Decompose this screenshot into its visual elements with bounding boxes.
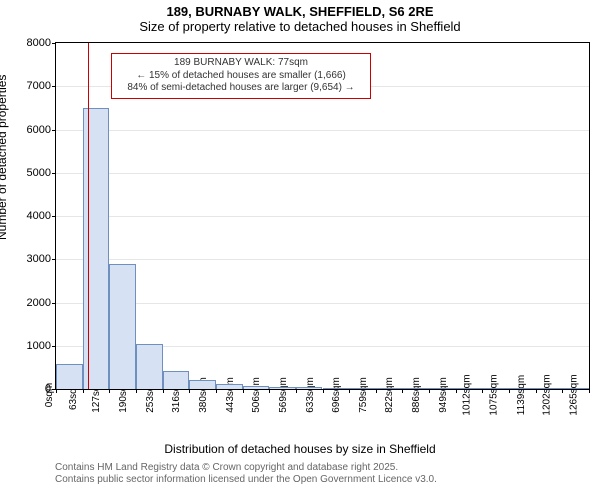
xtick-mark [269,389,270,393]
ytick-mark [52,346,56,347]
histogram-bar [376,388,403,389]
ytick-mark [52,216,56,217]
xtick-mark [83,389,84,393]
histogram-bar [56,364,83,389]
xtick-mark [482,389,483,393]
histogram-bar [216,384,243,389]
xtick-label: 949sqm [438,377,449,413]
annotation-line3: 84% of semi-detached houses are larger (… [116,82,366,95]
footnote: Contains HM Land Registry data © Crown c… [55,462,437,486]
histogram-bar [402,388,429,389]
xtick-label: 633sqm [305,377,316,413]
grid-line [56,130,589,131]
annotation-line1: 189 BURNABY WALK: 77sqm [116,57,366,70]
xtick-mark [136,389,137,393]
xtick-label: 1012sqm [462,374,473,415]
footnote-line1: Contains HM Land Registry data © Crown c… [55,462,437,474]
annotation-line2: ← 15% of detached houses are smaller (1,… [116,70,366,83]
xtick-label: 1202sqm [542,374,553,415]
xtick-mark [56,389,57,393]
ytick-mark [52,130,56,131]
property-marker-line [88,43,89,389]
histogram-bar [243,386,270,389]
xtick-mark [163,389,164,393]
xtick-mark [429,389,430,393]
ytick-label: 6000 [27,124,51,136]
xtick-label: 1265sqm [568,374,579,415]
ytick-label: 8000 [27,37,51,49]
histogram-bar [136,344,163,389]
ytick-mark [52,86,56,87]
xtick-mark [296,389,297,393]
grid-line [56,303,589,304]
histogram-bar [269,387,296,389]
ytick-label: 1000 [27,340,51,352]
histogram-bar [536,388,563,389]
ytick-label: 4000 [27,210,51,222]
footnote-line2: Contains public sector information licen… [55,474,437,486]
xtick-label: 1139sqm [515,375,526,415]
histogram-bar [323,388,350,389]
plot-area: 0100020003000400050006000700080000sqm63s… [55,42,590,390]
xtick-label: 822sqm [385,377,396,413]
histogram-bar [562,388,589,389]
xtick-mark [109,389,110,393]
title-block: 189, BURNABY WALK, SHEFFIELD, S6 2RE Siz… [0,4,600,34]
xtick-label: 1075sqm [488,374,499,415]
xtick-mark [562,389,563,393]
xtick-mark [509,389,510,393]
xtick-mark [402,389,403,393]
xtick-label: 443sqm [225,377,236,413]
xtick-mark [189,389,190,393]
xtick-label: 886sqm [411,377,422,413]
xtick-label: 569sqm [278,377,289,413]
ytick-mark [52,173,56,174]
grid-line [56,216,589,217]
histogram-bar [83,108,110,389]
xtick-mark [589,389,590,393]
xtick-mark [536,389,537,393]
ytick-mark [52,259,56,260]
ytick-label: 2000 [27,297,51,309]
y-axis-label: Number of detached properties [0,75,9,240]
histogram-bar [349,388,376,389]
xtick-mark [349,389,350,393]
title-sub: Size of property relative to detached ho… [0,19,600,34]
xtick-mark [216,389,217,393]
xtick-mark [456,389,457,393]
xtick-mark [376,389,377,393]
chart-container: 189, BURNABY WALK, SHEFFIELD, S6 2RE Siz… [0,0,600,500]
histogram-bar [296,387,323,389]
x-axis-label: Distribution of detached houses by size … [0,442,600,456]
histogram-bar [189,380,216,389]
xtick-label: 0sqm [44,383,55,407]
title-main: 189, BURNABY WALK, SHEFFIELD, S6 2RE [0,4,600,19]
ytick-mark [52,303,56,304]
ytick-label: 7000 [27,80,51,92]
xtick-label: 506sqm [251,377,262,413]
ytick-label: 5000 [27,167,51,179]
xtick-mark [243,389,244,393]
histogram-bar [163,371,190,389]
histogram-bar [456,388,483,389]
histogram-bar [429,388,456,389]
xtick-label: 759sqm [358,377,369,413]
histogram-bar [509,388,536,389]
xtick-mark [323,389,324,393]
annotation-box: 189 BURNABY WALK: 77sqm← 15% of detached… [111,53,371,99]
histogram-bar [109,264,136,389]
ytick-mark [52,43,56,44]
xtick-label: 696sqm [331,377,342,413]
ytick-label: 3000 [27,253,51,265]
grid-line [56,259,589,260]
histogram-bar [482,388,509,389]
grid-line [56,173,589,174]
